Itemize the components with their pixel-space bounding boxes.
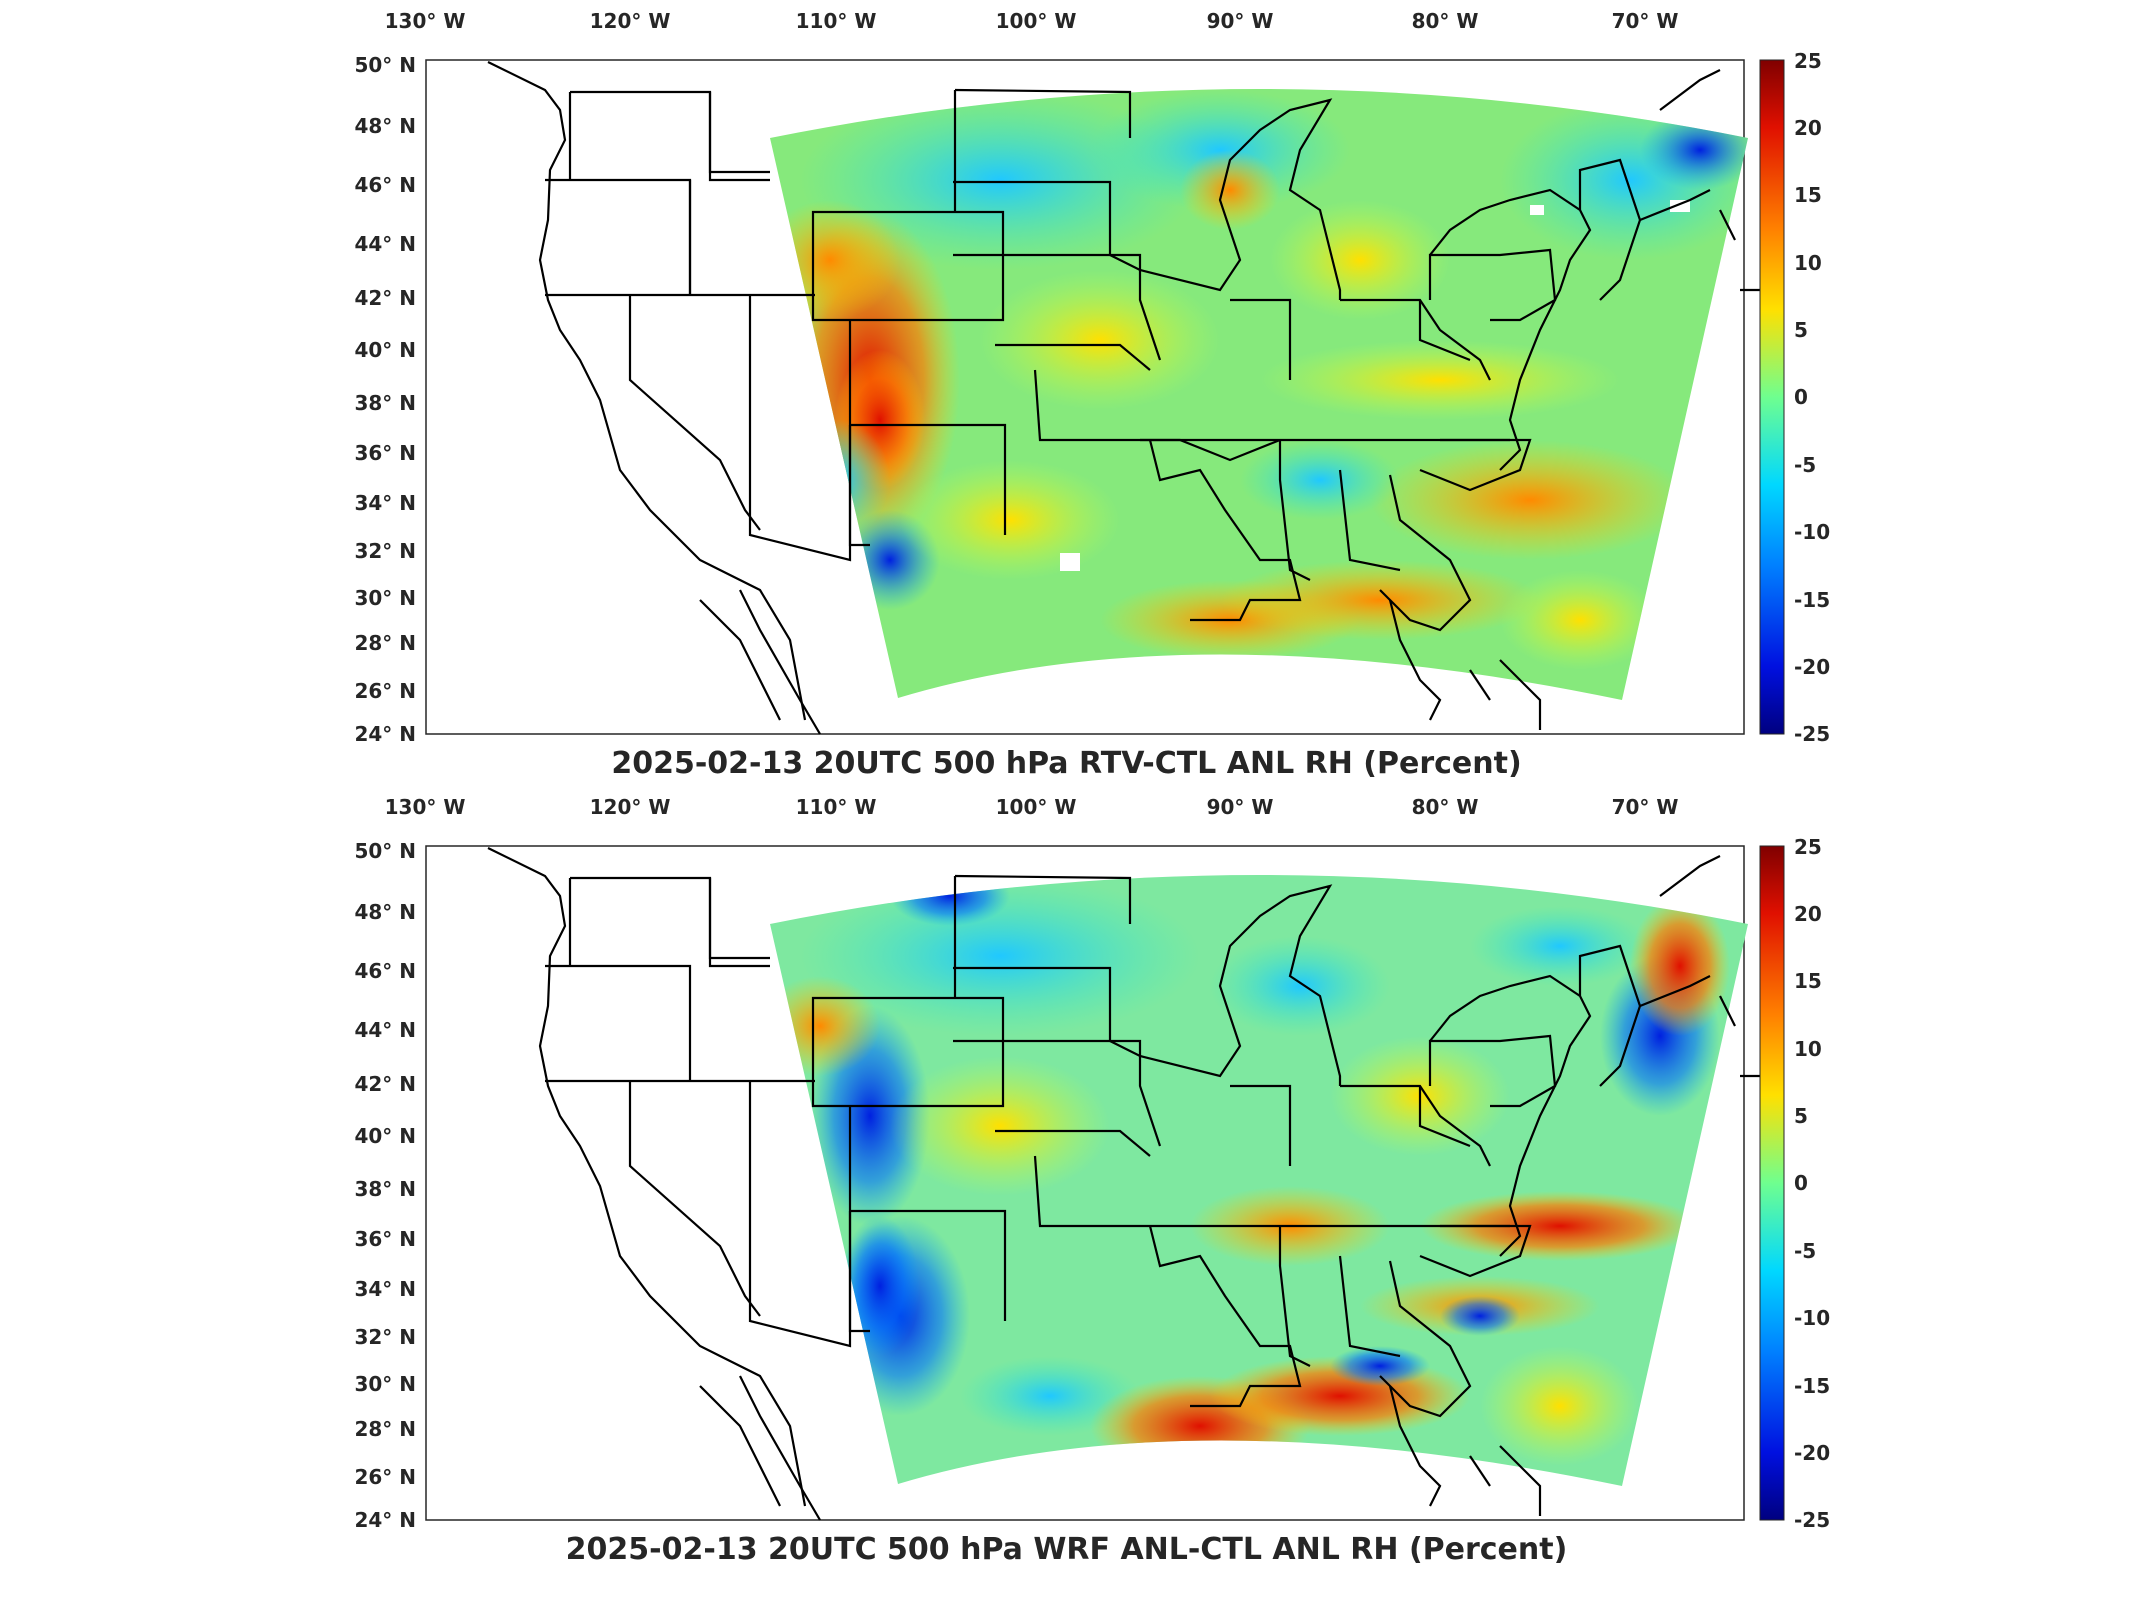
lon-label: 90° W — [1207, 795, 1274, 819]
colorbar-tick: -5 — [1794, 1239, 1816, 1263]
lat-label: 34° N — [354, 491, 416, 515]
colorbar-tick: 0 — [1794, 1171, 1808, 1195]
lon-label: 120° W — [590, 795, 671, 819]
lon-label: 110° W — [796, 9, 877, 33]
colorbar-tick: 15 — [1794, 183, 1822, 207]
lat-label: 30° N — [354, 1372, 416, 1396]
lon-label: 100° W — [996, 795, 1077, 819]
lat-label: 24° N — [354, 1508, 416, 1532]
lon-label: 110° W — [796, 795, 877, 819]
map-figure-wrf: 130° W 120° W 110° W 100° W 90° W 80° W … — [354, 795, 1830, 1532]
colorbar-tick: -20 — [1794, 655, 1830, 679]
lat-label: 32° N — [354, 539, 416, 563]
colorbar-tick: 10 — [1794, 1037, 1822, 1061]
colorbar-tick: -15 — [1794, 588, 1830, 612]
colorbar-tick: -10 — [1794, 520, 1830, 544]
lat-axis-left: 50° N 48° N 46° N 44° N 42° N 40° N 38° … — [354, 53, 416, 746]
lat-label: 32° N — [354, 1325, 416, 1349]
lat-label: 26° N — [354, 1465, 416, 1489]
colorbar-tick: 5 — [1794, 1104, 1808, 1128]
lat-axis-left: 50° N 48° N 46° N 44° N 42° N 40° N 38° … — [354, 839, 416, 1532]
lon-label: 90° W — [1207, 9, 1274, 33]
lat-label: 50° N — [354, 53, 416, 77]
map-figure-rtv: 130° W 120° W 110° W 100° W 90° W 80° W … — [354, 9, 1830, 746]
colorbar-tick: 25 — [1794, 49, 1822, 73]
lat-label: 30° N — [354, 586, 416, 610]
lat-label: 34° N — [354, 1277, 416, 1301]
colorbar-tick: 10 — [1794, 251, 1822, 275]
colorbar: 25 20 15 10 5 0 -5 -10 -15 -20 -25 — [1759, 835, 1830, 1532]
colorbar-tick: -10 — [1794, 1306, 1830, 1330]
lat-label: 36° N — [354, 441, 416, 465]
lat-label: 44° N — [354, 232, 416, 256]
panel-title: 2025-02-13 20UTC 500 hPa RTV-CTL ANL RH … — [611, 746, 1522, 781]
lat-label: 48° N — [354, 114, 416, 138]
colorbar-tick: 20 — [1794, 902, 1822, 926]
lat-label: 48° N — [354, 900, 416, 924]
lat-label: 36° N — [354, 1227, 416, 1251]
lat-label: 28° N — [354, 631, 416, 655]
lon-label: 130° W — [385, 9, 466, 33]
lat-label: 40° N — [354, 338, 416, 362]
political-boundaries — [487, 61, 1760, 735]
colorbar-tick: 5 — [1794, 318, 1808, 342]
lon-label: 80° W — [1412, 795, 1479, 819]
lat-label: 28° N — [354, 1417, 416, 1441]
lon-label: 70° W — [1612, 9, 1679, 33]
lon-label: 70° W — [1612, 795, 1679, 819]
lat-label: 24° N — [354, 722, 416, 746]
lat-label: 40° N — [354, 1124, 416, 1148]
lon-label: 120° W — [590, 9, 671, 33]
lat-label: 26° N — [354, 679, 416, 703]
map-panel-wrf: 130° W 120° W 110° W 100° W 90° W 80° W … — [0, 786, 2133, 1586]
colorbar-tick: -25 — [1794, 1508, 1830, 1532]
lat-label: 46° N — [354, 173, 416, 197]
lat-label: 38° N — [354, 391, 416, 415]
lon-label: 80° W — [1412, 9, 1479, 33]
colorbar-tick: -5 — [1794, 453, 1816, 477]
lat-label: 46° N — [354, 959, 416, 983]
colorbar-tick: 20 — [1794, 116, 1822, 140]
lon-axis-top: 130° W 120° W 110° W 100° W 90° W 80° W … — [385, 795, 1679, 819]
lon-axis-top: 130° W 120° W 110° W 100° W 90° W 80° W … — [385, 9, 1679, 33]
lat-label: 50° N — [354, 839, 416, 863]
lat-label: 38° N — [354, 1177, 416, 1201]
lat-label: 42° N — [354, 286, 416, 310]
colorbar: 25 20 15 10 5 0 -5 -10 -15 -20 -25 — [1759, 49, 1830, 746]
map-panel-rtv: 130° W 120° W 110° W 100° W 90° W 80° W … — [354, 9, 1830, 781]
colorbar-tick: -15 — [1794, 1374, 1830, 1398]
panel-title: 2025-02-13 20UTC 500 hPa WRF ANL-CTL ANL… — [565, 1532, 1568, 1567]
colorbar-tick: 25 — [1794, 835, 1822, 859]
colorbar-tick: -25 — [1794, 722, 1830, 746]
lat-label: 44° N — [354, 1018, 416, 1042]
lat-label: 42° N — [354, 1072, 416, 1096]
lon-label: 100° W — [996, 9, 1077, 33]
lon-label: 130° W — [385, 795, 466, 819]
political-boundaries — [487, 847, 1760, 1521]
colorbar-tick: -20 — [1794, 1441, 1830, 1465]
rh-difference-field — [770, 875, 1748, 1486]
colorbar-tick: 0 — [1794, 385, 1808, 409]
colorbar-tick: 15 — [1794, 969, 1822, 993]
